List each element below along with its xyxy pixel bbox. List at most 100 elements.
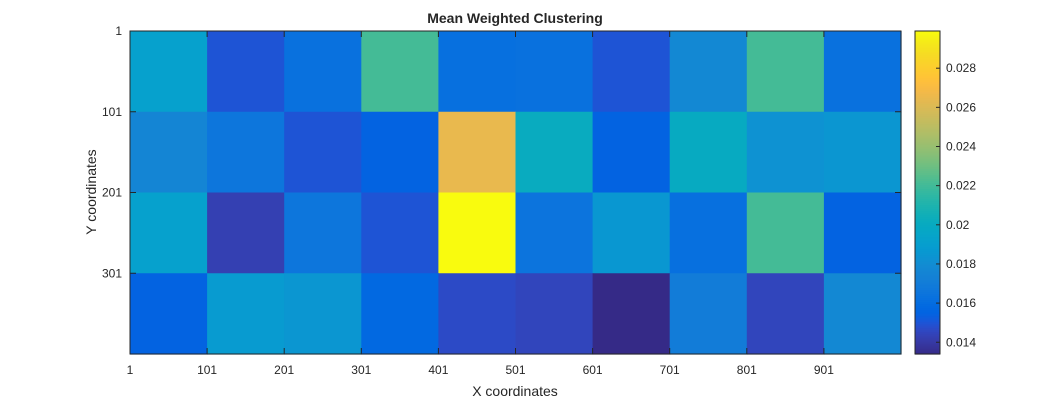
heatmap-cell — [130, 192, 208, 274]
colorbar-frame — [914, 30, 941, 355]
y-axis-label: Y coordinates — [83, 149, 99, 234]
colorbar-segment — [915, 49, 940, 52]
heatmap-cell — [592, 111, 671, 194]
colorbar-segment — [915, 67, 940, 70]
colorbar-segment — [915, 85, 940, 89]
colorbar-segment — [915, 333, 940, 337]
colorbar-segment — [915, 222, 940, 226]
colorbar-segment — [915, 87, 940, 91]
colorbar-segment — [915, 184, 940, 188]
colorbar-segment — [915, 275, 940, 278]
colorbar-segment — [915, 41, 940, 44]
colorbar-tick-label: 0.026 — [946, 100, 976, 114]
colorbar-segment — [915, 345, 940, 349]
colorbar-segment — [915, 166, 940, 169]
heatmap-cell — [746, 192, 825, 274]
colorbar-segment — [915, 73, 940, 77]
colorbar-segment — [915, 115, 940, 119]
x-tick-label: 501 — [505, 363, 525, 377]
colorbar-tick-label: 0.016 — [946, 296, 976, 310]
y-tick-label: 101 — [102, 105, 122, 119]
heatmap-cell — [669, 31, 748, 113]
colorbar-segment — [915, 47, 940, 50]
colorbar-segment — [915, 37, 940, 40]
heatmap-cell — [746, 31, 825, 113]
y-axis-ticks: 1 101 201 301 — [102, 24, 901, 280]
colorbar-segment — [915, 95, 940, 99]
colorbar-segment — [915, 289, 940, 293]
x-tick-label: 901 — [814, 363, 834, 377]
heatmap-cell — [438, 192, 517, 274]
colorbar-segment — [915, 224, 940, 228]
colorbar-segment — [915, 210, 940, 214]
colorbar-segment — [915, 261, 940, 264]
colorbar-segment — [915, 228, 940, 232]
colorbar-tick-label: 0.014 — [946, 335, 976, 349]
colorbar-segment — [915, 343, 940, 347]
colorbar-segment — [915, 162, 940, 165]
colorbar-segment — [915, 236, 940, 240]
colorbar-segment — [915, 77, 940, 81]
colorbar-segment — [915, 105, 940, 109]
colorbar-segment — [915, 307, 940, 311]
colorbar-segment — [915, 253, 940, 256]
colorbar-segment — [915, 83, 940, 87]
colorbar-segment — [915, 61, 940, 64]
colorbar-segment — [915, 303, 940, 307]
colorbar-segment — [915, 319, 940, 323]
x-tick-label: 401 — [428, 363, 448, 377]
colorbar-segment — [915, 214, 940, 218]
colorbar-segment — [915, 325, 940, 329]
colorbar-segment — [915, 242, 940, 246]
colorbar-segment — [915, 208, 940, 212]
colorbar-segment — [915, 220, 940, 224]
colorbar-segment — [915, 273, 940, 276]
colorbar-segment — [915, 279, 940, 282]
colorbar-segment — [915, 35, 940, 38]
colorbar-segment — [915, 148, 940, 151]
colorbar-segment — [915, 97, 940, 101]
heatmap-cell — [592, 192, 671, 274]
colorbar-segment — [915, 198, 940, 202]
colorbar-segment — [915, 57, 940, 60]
colorbar-segment — [915, 265, 940, 268]
colorbar-segment — [915, 295, 940, 299]
heatmap-cell — [669, 273, 748, 355]
x-tick-label: 101 — [197, 363, 217, 377]
heatmap-cell — [438, 31, 517, 113]
colorbar-segment — [915, 55, 940, 58]
heatmap-cell — [746, 273, 825, 355]
colorbar-segment — [915, 271, 940, 274]
y-tick-label: 201 — [102, 186, 122, 200]
heatmap-cell — [207, 31, 285, 113]
colorbar-segment — [915, 79, 940, 83]
colorbar-segment — [915, 93, 940, 97]
heatmap-cell — [592, 31, 671, 113]
colorbar-segment — [915, 142, 940, 145]
colorbar-segment — [915, 75, 940, 79]
heatmap-cell — [515, 111, 594, 194]
colorbar-segment — [915, 137, 940, 141]
colorbar-tick-label: 0.02 — [946, 218, 970, 232]
colorbar-segment — [915, 281, 940, 284]
colorbar-segment — [915, 125, 940, 129]
colorbar-segment — [915, 146, 940, 149]
colorbar-segment — [915, 71, 940, 74]
x-tick-label: 601 — [583, 363, 603, 377]
colorbar-segment — [915, 331, 940, 335]
heatmap-cell — [592, 273, 671, 355]
y-tick-label: 301 — [102, 266, 122, 280]
colorbar-segment — [915, 158, 940, 161]
colorbar-segment — [915, 202, 940, 206]
heatmap-cell — [207, 111, 285, 194]
colorbar-segment — [915, 267, 940, 270]
colorbar-segment — [915, 65, 940, 68]
colorbar-segment — [915, 63, 940, 66]
heatmap-cell — [284, 31, 362, 113]
heatmap-cell — [438, 273, 517, 355]
heatmap-cell — [130, 273, 208, 355]
colorbar-segment — [915, 156, 940, 159]
colorbar-segment — [915, 216, 940, 220]
colorbar-segment — [915, 121, 940, 125]
